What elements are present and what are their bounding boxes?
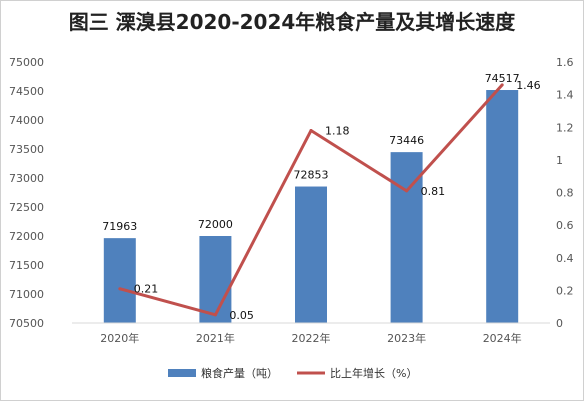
bar-data-label: 71963 xyxy=(102,220,137,233)
left-axis-tick-label: 71500 xyxy=(9,259,44,272)
legend-bar-swatch xyxy=(168,369,196,377)
bar xyxy=(103,238,136,323)
right-axis-tick-label: 0.4 xyxy=(556,252,574,265)
bar-series: 71963 72000 72853 73446 74517 xyxy=(102,72,520,323)
line-point xyxy=(405,189,409,193)
right-axis-tick-label: 0.6 xyxy=(556,219,574,232)
right-axis-tick-label: 1.2 xyxy=(556,121,574,134)
legend: 粮食产量（吨） 比上年增长（%） xyxy=(168,366,417,380)
chart-title: 图三 溧溴县2020-2024年粮食产量及其增长速度 xyxy=(68,10,516,34)
left-axis-tick-label: 73500 xyxy=(9,143,44,156)
left-axis-tick-label: 71000 xyxy=(9,288,44,301)
line-data-label: 1.18 xyxy=(325,125,350,138)
x-axis-tick-label: 2020年 xyxy=(100,331,139,345)
right-axis-tick-label: 0.8 xyxy=(556,187,574,200)
left-axis-tick-label: 74000 xyxy=(9,114,44,127)
x-axis-tick-label: 2024年 xyxy=(483,331,522,345)
bar-data-label: 74517 xyxy=(485,72,520,85)
left-axis-tick-label: 72500 xyxy=(9,201,44,214)
bar xyxy=(295,186,327,323)
left-axis-tick-label: 73000 xyxy=(9,172,44,185)
legend-line-label: 比上年增长（%） xyxy=(330,366,417,380)
bar-data-label: 72853 xyxy=(294,169,329,182)
bar xyxy=(199,236,232,323)
left-axis: 70500 71000 71500 72000 72500 73000 73500 74000… xyxy=(9,56,44,330)
right-axis-tick-label: 1.4 xyxy=(556,89,574,102)
left-axis-tick-label: 72000 xyxy=(9,230,44,243)
bar xyxy=(486,90,519,323)
line-point xyxy=(500,83,504,87)
right-axis-tick-label: 0.2 xyxy=(556,284,574,297)
bar-data-label: 73446 xyxy=(389,134,424,147)
line-data-label: 0.21 xyxy=(134,283,159,296)
right-axis-tick-label: 0 xyxy=(556,317,563,330)
left-axis-tick-label: 75000 xyxy=(9,56,44,69)
line-data-label: 1.46 xyxy=(516,79,541,92)
bar-data-label: 72000 xyxy=(198,218,233,231)
left-axis-tick-label: 70500 xyxy=(9,317,44,330)
line-point xyxy=(118,287,122,291)
right-axis-tick-label: 1 xyxy=(556,154,563,167)
x-axis-tick-label: 2021年 xyxy=(196,331,235,345)
right-axis-tick-label: 1.6 xyxy=(556,56,574,69)
x-axis-tick-label: 2022年 xyxy=(292,331,331,345)
line-series: 0.21 0.05 1.18 0.81 1.46 xyxy=(118,79,541,322)
line-point xyxy=(309,129,313,133)
line-data-label: 0.81 xyxy=(421,185,446,198)
x-axis: 2020年 2021年 2022年 2023年 2024年 xyxy=(72,322,550,345)
line-point xyxy=(213,313,217,317)
x-axis-tick-label: 2023年 xyxy=(387,331,426,345)
line-data-label: 0.05 xyxy=(229,309,254,322)
legend-bar-label: 粮食产量（吨） xyxy=(201,366,278,380)
right-axis: 0 0.2 0.4 0.6 0.8 1 1.2 1.4 1.6 xyxy=(556,56,574,330)
left-axis-tick-label: 74500 xyxy=(9,85,44,98)
